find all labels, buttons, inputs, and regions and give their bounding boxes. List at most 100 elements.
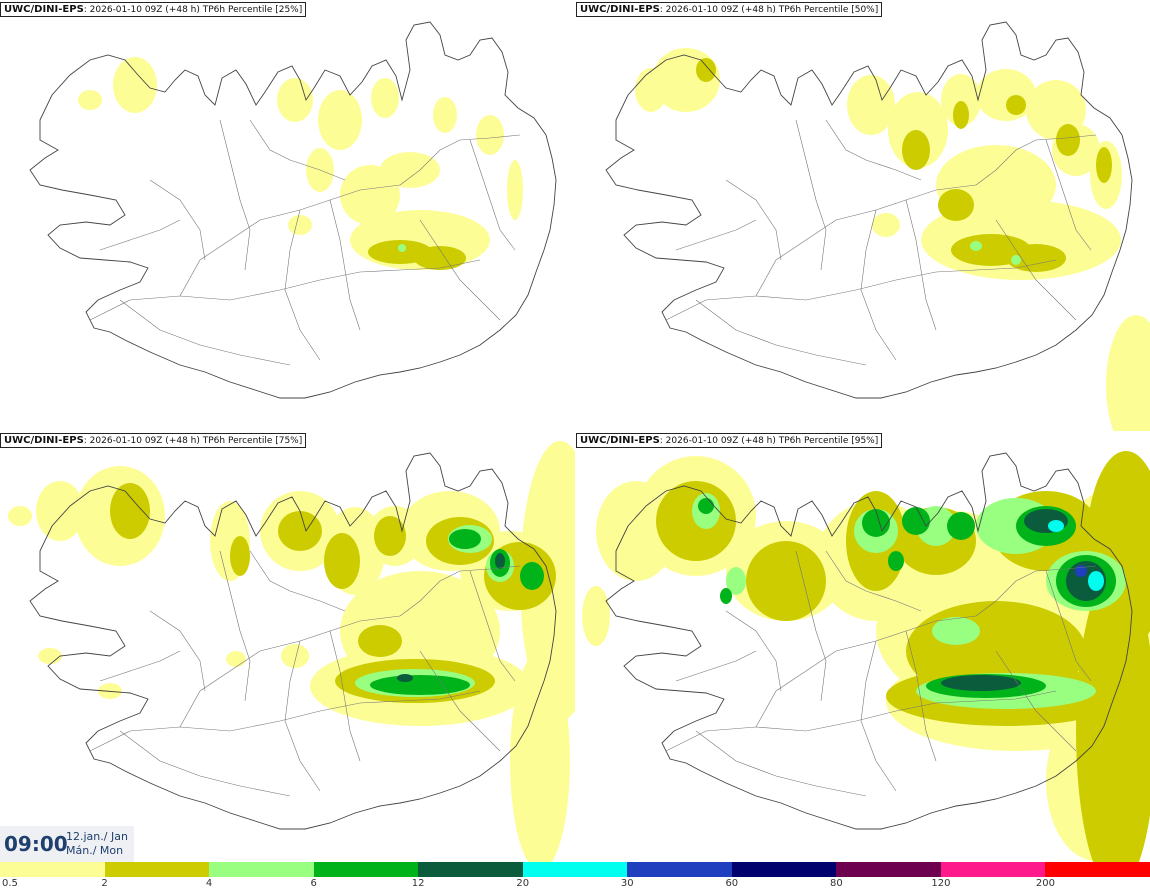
road-line <box>419 219 501 321</box>
precip-area <box>476 115 504 155</box>
precip-area <box>938 189 974 221</box>
precip-area <box>414 246 466 270</box>
precip-area <box>318 90 362 150</box>
road-line <box>665 690 1057 752</box>
road-line <box>1045 139 1092 251</box>
precip-area <box>495 553 505 569</box>
road-line <box>249 119 346 181</box>
colorbar-label: 60 <box>725 878 739 889</box>
precip-area <box>507 160 523 220</box>
precip-area <box>970 241 982 251</box>
colorbar-label: 80 <box>829 878 843 889</box>
road-line <box>975 565 1097 617</box>
precip-area <box>371 78 399 118</box>
precip-area <box>226 651 246 667</box>
panel-title: UWC/DINI-EPS: 2026-01-10 09Z (+48 h) TP6… <box>576 2 883 17</box>
road-line <box>695 730 867 797</box>
precip-area <box>278 511 322 551</box>
precip-area <box>696 58 716 82</box>
precip-area <box>941 675 1021 691</box>
precip-area <box>1006 95 1026 115</box>
colorbar-label: 0.5 <box>2 878 18 889</box>
road-line <box>905 199 937 331</box>
precip-map <box>605 21 1150 431</box>
precip-area <box>1006 244 1066 272</box>
precip-area <box>947 512 975 540</box>
road-line <box>795 550 827 702</box>
road-line <box>675 650 757 682</box>
colorbar-label: 4 <box>205 878 213 889</box>
road-line <box>975 134 1097 186</box>
valid-time-box: 09:00 12.jan./ Jan Mán./ Mon <box>0 826 134 862</box>
precip-area <box>847 75 895 135</box>
road-line <box>725 179 782 261</box>
road-line <box>99 219 181 251</box>
panel-info: : 2026-01-10 09Z (+48 h) TP6h Percentile… <box>83 436 303 446</box>
panel-title: UWC/DINI-EPS: 2026-01-10 09Z (+48 h) TP6… <box>0 2 307 17</box>
road-line <box>219 550 251 702</box>
colorbar-swatch <box>522 862 628 877</box>
model-name: UWC/DINI-EPS <box>580 435 660 446</box>
road-line <box>1045 570 1092 682</box>
road-line <box>755 615 977 728</box>
road-line <box>995 219 1077 321</box>
map-panel-p75: UWC/DINI-EPS: 2026-01-10 09Z (+48 h) TP6… <box>0 431 575 862</box>
precip-area <box>398 244 406 252</box>
colorbar-label: 30 <box>620 878 634 889</box>
road-line <box>119 730 291 797</box>
panel-info: : 2026-01-10 09Z (+48 h) TP6h Percentile… <box>659 436 879 446</box>
precip-area <box>1011 255 1021 265</box>
road-line <box>995 650 1077 752</box>
colorbar-label: 6 <box>310 878 317 889</box>
colorbar-label: 12 <box>411 878 425 889</box>
road-line <box>399 565 521 617</box>
colorbar-label: 20 <box>516 878 530 889</box>
precip-area <box>36 481 84 541</box>
precip-field <box>78 57 523 270</box>
road-line <box>149 179 206 261</box>
model-name: UWC/DINI-EPS <box>4 435 84 446</box>
precip-area <box>1106 315 1150 431</box>
road-line <box>795 119 827 271</box>
precip-area <box>726 567 746 595</box>
road-line <box>675 219 757 251</box>
colorbar-label: 2 <box>101 878 108 889</box>
precip-area <box>510 651 570 862</box>
precip-area <box>932 617 980 645</box>
road-line <box>99 650 181 682</box>
precip-area <box>698 498 714 514</box>
precip-area <box>862 509 890 537</box>
precip-area <box>888 551 904 571</box>
road-line <box>469 570 516 682</box>
precip-area <box>872 213 900 237</box>
precip-field <box>8 441 575 862</box>
precip-area <box>281 644 309 668</box>
road-line <box>329 199 361 331</box>
road-line <box>219 119 251 271</box>
coastline <box>605 452 1133 830</box>
valid-time: 09:00 <box>4 832 68 856</box>
map-panel-p50: UWC/DINI-EPS: 2026-01-10 09Z (+48 h) TP6… <box>576 0 1150 431</box>
road-line <box>329 630 361 762</box>
precip-area <box>746 541 826 621</box>
precip-field <box>635 48 1150 431</box>
precip-area <box>113 57 157 113</box>
precip-map <box>582 451 1150 862</box>
road-line <box>860 640 897 792</box>
precip-area <box>374 516 406 556</box>
road-line <box>725 610 782 692</box>
road-line <box>179 184 401 297</box>
road-line <box>755 184 977 297</box>
precip-area <box>953 101 969 129</box>
road-line <box>89 690 481 752</box>
panel-info: : 2026-01-10 09Z (+48 h) TP6h Percentile… <box>83 5 303 15</box>
precip-area <box>277 78 313 122</box>
coastline <box>605 21 1133 399</box>
precip-area <box>902 130 930 170</box>
precip-area <box>8 506 32 526</box>
precip-area <box>370 675 470 695</box>
colorbar-label: 200 <box>1035 878 1055 889</box>
model-name: UWC/DINI-EPS <box>4 4 84 15</box>
panel-title: UWC/DINI-EPS: 2026-01-10 09Z (+48 h) TP6… <box>576 433 883 448</box>
precip-area <box>635 68 667 112</box>
